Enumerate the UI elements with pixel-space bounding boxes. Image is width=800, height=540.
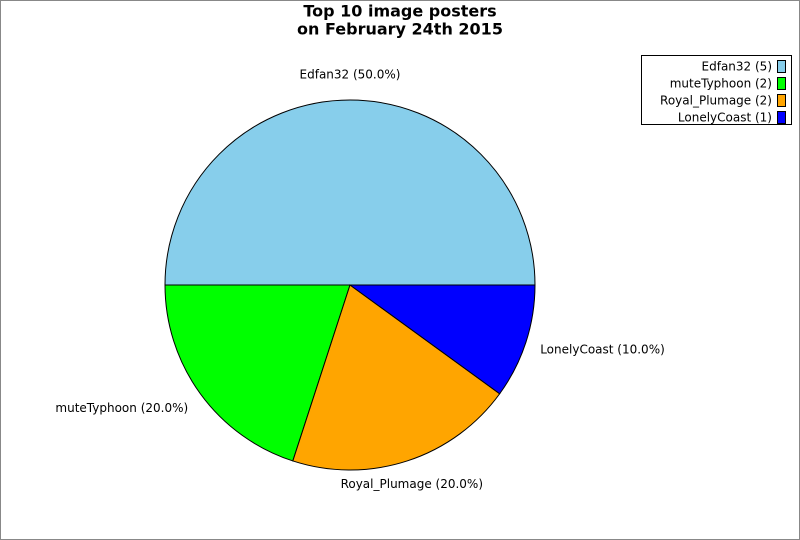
legend-label: Royal_Plumage (2) — [660, 94, 772, 108]
legend-label: muteTyphoon (2) — [670, 77, 772, 91]
legend-label: Edfan32 (5) — [702, 60, 772, 74]
chart-title: on February 24th 2015 — [297, 20, 503, 39]
pie-slice — [292, 284, 501, 471]
pie-slice — [348, 284, 536, 395]
slice-label: Royal_Plumage (20.0%) — [341, 477, 483, 491]
pie-slice — [164, 284, 351, 462]
chart-title: Top 10 image posters — [303, 2, 496, 21]
legend-box — [641, 55, 792, 125]
legend-label: LonelyCoast (1) — [678, 111, 772, 125]
legend-swatch — [777, 77, 786, 90]
slice-label: muteTyphoon (20.0%) — [55, 401, 188, 415]
pie-slice — [164, 99, 536, 286]
slice-label: LonelyCoast (10.0%) — [540, 342, 665, 356]
legend-swatch — [777, 111, 786, 124]
legend-swatch — [777, 94, 786, 107]
slice-label: Edfan32 (50.0%) — [300, 68, 401, 82]
legend-swatch — [777, 60, 786, 73]
